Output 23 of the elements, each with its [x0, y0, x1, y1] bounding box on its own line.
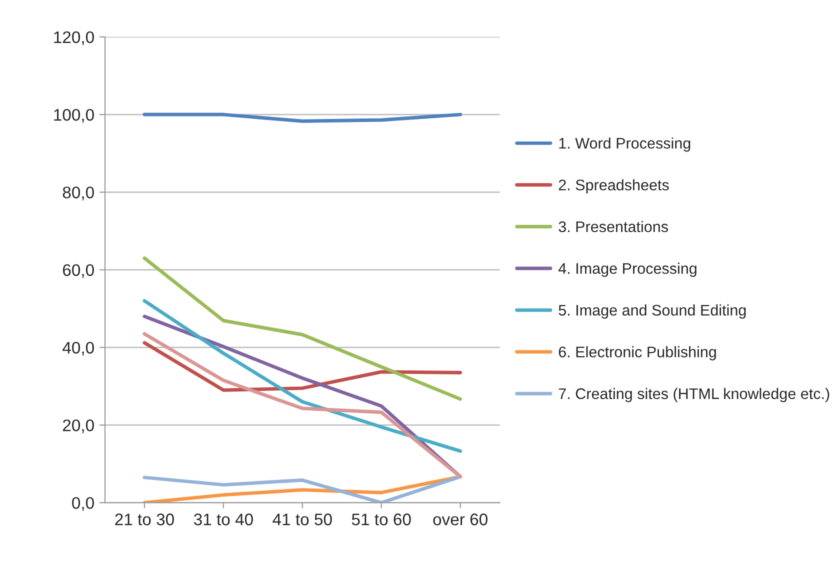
- y-tick-label: 40,0: [62, 342, 94, 356]
- legend-label: 1. Word Processing: [559, 137, 690, 152]
- x-tick-label: 51 to 60: [352, 514, 411, 526]
- legend-label: 3. Presentations: [558, 220, 668, 232]
- x-tick-label: 21 to 30: [115, 514, 174, 526]
- y-tick-label: 60,0: [62, 264, 94, 278]
- line-series: [142, 474, 462, 503]
- y-tick-label: 120,0: [54, 31, 94, 46]
- legend-label: 2. Spreadsheets: [558, 179, 669, 194]
- legend-label: 4. Image Processing: [558, 262, 696, 277]
- line-series: [142, 299, 462, 453]
- legend-label: 5. Image and Sound Editing: [558, 304, 746, 319]
- x-tick-label: over 60: [433, 514, 488, 526]
- y-tick-label: 100,0: [54, 108, 94, 123]
- y-tick-label: 80,0: [62, 186, 94, 200]
- x-tick-label: 41 to 50: [272, 514, 332, 526]
- x-tick-label: 31 to 40: [194, 514, 253, 526]
- legend-label: 6. Electronic Publishing: [558, 346, 716, 360]
- y-tick-label: 0,0: [72, 497, 94, 511]
- line-series: [142, 341, 462, 392]
- y-tick-label: 20,0: [62, 419, 94, 434]
- line-series: [142, 256, 462, 401]
- legend-label: 7. Creating sites (HTML knowledge etc.): [558, 388, 830, 402]
